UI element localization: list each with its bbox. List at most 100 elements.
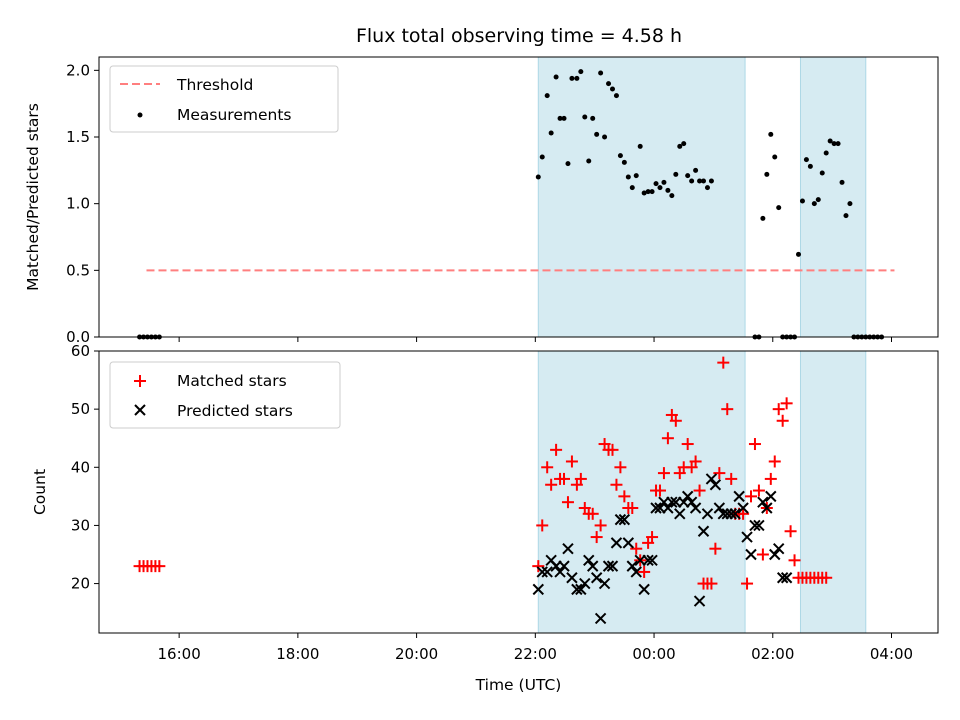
matched-star-point — [725, 472, 738, 485]
measurement-point — [807, 163, 813, 169]
predicted-star-point — [554, 566, 566, 578]
predicted-star-point — [725, 508, 737, 520]
measurement-point — [649, 189, 655, 195]
measurement-point — [621, 159, 627, 165]
measurement-point — [701, 178, 707, 184]
measurement-point — [609, 86, 615, 92]
predicted-star-point — [541, 566, 553, 578]
predicted-star-point — [681, 490, 694, 503]
measurement-point — [535, 174, 541, 180]
top-ytick-label: 1.5 — [66, 128, 90, 146]
measurement-point — [776, 205, 782, 211]
measurement-point — [685, 173, 691, 179]
predicted-star-point — [662, 502, 674, 514]
matched-star-point — [550, 443, 563, 456]
matched-star-point — [153, 560, 166, 573]
matched-star-point — [717, 356, 730, 369]
top-ytick-label: 0.0 — [66, 328, 90, 346]
observing-interval-1 — [537, 56, 746, 338]
matched-star-point — [653, 484, 666, 497]
predicted-star-point — [558, 560, 570, 572]
matched-star-point — [721, 403, 734, 416]
measurement-point — [669, 193, 675, 199]
predicted-star-point — [765, 490, 777, 503]
matched-star-point — [669, 414, 682, 427]
measurement-point — [539, 154, 545, 160]
matched-star-point — [614, 461, 627, 474]
predicted-star-point — [701, 508, 714, 520]
measurement-point — [553, 74, 559, 80]
legend-threshold-label: Threshold — [176, 76, 253, 94]
measurement-point — [561, 115, 567, 121]
matched-star-point — [788, 554, 801, 567]
predicted-star-point — [757, 496, 769, 508]
measurement-point — [835, 141, 841, 147]
predicted-star-point — [602, 560, 615, 572]
predicted-star-point — [614, 513, 627, 526]
predicted-star-point — [606, 560, 619, 572]
predicted-star-point — [583, 554, 595, 567]
measurement-point — [602, 134, 608, 140]
predicted-star-point — [594, 612, 607, 625]
predicted-star-point — [666, 496, 678, 508]
matched-star-point — [681, 438, 694, 451]
matched-star-point — [709, 542, 722, 555]
top-plot-frame — [98, 56, 939, 338]
measurement-point — [843, 213, 849, 219]
xtick-label: 20:00 — [395, 645, 438, 663]
measurement-point — [629, 185, 635, 191]
legend-matched-swatch — [134, 375, 146, 387]
matched-star-point — [661, 432, 674, 445]
measurement-point — [677, 143, 683, 149]
x-axis-label: Time (UTC) — [475, 676, 562, 694]
measurement-point — [633, 173, 639, 179]
predicted-star-point — [586, 560, 599, 572]
matched-star-point — [764, 472, 777, 485]
matched-star-point — [561, 496, 574, 509]
predicted-star-point — [737, 502, 749, 514]
matched-star-point — [565, 455, 578, 468]
matched-star-point — [689, 455, 702, 468]
xtick-label: 00:00 — [632, 645, 675, 663]
measurement-point — [613, 93, 619, 99]
matched-star-point — [536, 519, 549, 532]
matched-star-point — [610, 478, 623, 491]
measurement-point — [764, 171, 770, 177]
legend-bottom: Matched stars Predicted stars — [109, 361, 341, 429]
measurement-point — [594, 131, 600, 137]
matched-star-point — [630, 542, 643, 555]
matched-star-point — [626, 501, 639, 514]
measurement-point — [665, 187, 671, 193]
measurement-point — [617, 153, 623, 159]
matched-star-point — [638, 565, 651, 578]
measurement-point — [645, 189, 651, 195]
measurement-point — [557, 115, 563, 121]
matched-star-point — [545, 478, 558, 491]
predicted-star-point — [713, 502, 726, 514]
matched-star-point — [558, 472, 571, 485]
measurement-point — [548, 130, 554, 136]
measurement-point — [697, 178, 703, 184]
measurement-point — [625, 174, 631, 180]
predicted-star-point — [741, 531, 753, 543]
predicted-star-point — [571, 583, 583, 596]
observing-interval-2 — [799, 56, 867, 338]
legend-top: Threshold Measurements — [109, 65, 339, 133]
measurement-point — [569, 75, 575, 81]
y-axis-label-top: Matched/Predicted stars — [24, 103, 42, 291]
predicted-star-point — [598, 577, 611, 590]
measurement-point — [582, 114, 588, 120]
predicted-star-point — [769, 548, 781, 561]
top-panel: 0.00.51.01.52.0 Matched/Predicted stars … — [24, 56, 939, 346]
xtick-label: 16:00 — [158, 645, 201, 663]
predicted-star-point — [562, 542, 574, 555]
bottom-plot-frame — [98, 350, 939, 634]
predicted-star-point — [674, 508, 686, 520]
measurement-point — [565, 161, 571, 167]
predicted-star-point — [646, 554, 658, 567]
matched-star-point — [820, 571, 833, 584]
measurement-point — [847, 201, 853, 207]
matched-star-point — [586, 507, 599, 520]
legend-predicted-swatch — [134, 404, 146, 416]
predicted-star-point — [689, 502, 702, 514]
